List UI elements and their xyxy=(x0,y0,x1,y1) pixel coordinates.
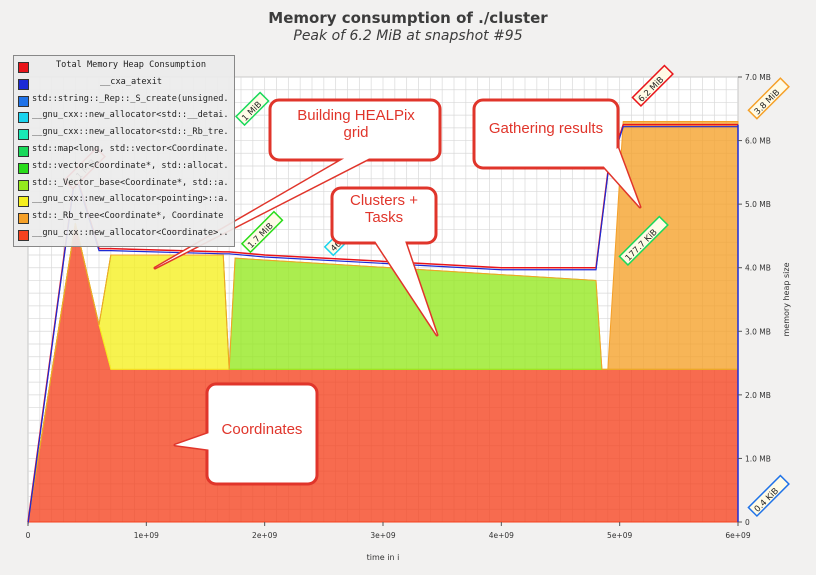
callout-pointer-fill xyxy=(598,148,640,207)
point-label-box xyxy=(747,77,790,120)
legend-swatch xyxy=(18,162,29,174)
legend-swatch xyxy=(18,196,29,208)
axes: 0 1e+09 2e+09 3e+09 4e+09 5e+09 6e+09 0 1.0 MB 2.… xyxy=(26,73,791,562)
legend-item: __gnu_cxx::new_allocator<std::_Rb_tre... xyxy=(14,126,234,142)
legend-item: __cxa_atexit xyxy=(14,76,234,92)
legend-item: std::vector<Coordinate*, std::allocat... xyxy=(14,160,234,176)
legend-swatch xyxy=(18,230,29,241)
callout: Coordinates xyxy=(173,382,319,486)
y-tick-label: 4.0 MB xyxy=(745,264,771,273)
legend-label: std::vector<Coordinate*, std::allocat... xyxy=(32,160,230,171)
point-label: 1 MiB xyxy=(234,91,270,127)
y-tick-label: 6.0 MB xyxy=(745,137,771,146)
legend-item: __gnu_cxx::new_allocator<Coordinate>... xyxy=(14,227,234,243)
chart-subtitle: Peak of 6.2 MiB at snapshot #95 xyxy=(293,28,523,44)
callout-box xyxy=(472,98,620,170)
legend-label: std::_Rb_tree<Coordinate*, Coordinate ..… xyxy=(32,211,230,222)
point-label-box xyxy=(618,215,669,266)
callout-text: Building HEALPix xyxy=(297,107,415,124)
x-tick-label: 0 xyxy=(26,531,31,540)
y-tick-label: 7.0 MB xyxy=(745,73,771,82)
y-axis-label: memory heap size xyxy=(782,262,791,336)
legend-label: __gnu_cxx::new_allocator<Coordinate>... xyxy=(32,228,230,238)
callout-text: Clusters + xyxy=(350,192,418,209)
callout-text: Tasks xyxy=(365,209,403,226)
legend-label: std::map<long, std::vector<Coordinate... xyxy=(32,144,230,154)
legend-label: __gnu_cxx::new_allocator<pointing>::a... xyxy=(32,194,230,205)
callout: Gathering results xyxy=(472,98,642,209)
point-label-box xyxy=(631,64,674,108)
y-tick-label: 5.0 MB xyxy=(745,200,771,209)
chart-title: Memory consumption of ./cluster xyxy=(268,9,548,27)
legend-item: __gnu_cxx::new_allocator<std::__detai... xyxy=(14,109,234,125)
x-tick-label: 6e+09 xyxy=(725,531,750,540)
legend-item: std::string::_Rep::_S_create(unsigned... xyxy=(14,93,234,109)
legend-label: std::string::_Rep::_S_create(unsigned... xyxy=(32,93,230,104)
legend-swatch xyxy=(18,179,29,191)
legend-swatch xyxy=(18,78,29,90)
callout-pointer-fill xyxy=(175,432,212,450)
y-tick-label: 1.0 MB xyxy=(745,454,771,463)
y-tick-label: 2.0 MB xyxy=(745,391,771,400)
callout-text: Coordinates xyxy=(222,421,303,438)
point-label-box xyxy=(234,91,270,127)
callout: Clusters +Tasks xyxy=(330,186,439,337)
x-tick-label: 3e+09 xyxy=(370,531,395,540)
callout-text: Gathering results xyxy=(489,120,603,137)
legend-swatch xyxy=(18,62,29,73)
legend-item: __gnu_cxx::new_allocator<pointing>::a... xyxy=(14,193,234,209)
cxa-atexit-line xyxy=(27,126,738,525)
legend-swatch xyxy=(18,146,29,157)
x-tick-label: 1e+09 xyxy=(134,531,159,540)
point-label: 3.8 MiB xyxy=(747,77,790,120)
legend-swatch xyxy=(18,213,29,225)
point-label: 0.4 KiB xyxy=(747,474,790,518)
legend-label: __gnu_cxx::new_allocator<std::_Rb_tre... xyxy=(32,127,230,138)
legend-swatch xyxy=(18,95,29,107)
legend-item: std::_Rb_tree<Coordinate*, Coordinate ..… xyxy=(14,210,234,226)
y-tick-label: 3.0 MB xyxy=(745,327,771,336)
point-label-box xyxy=(240,210,284,254)
legend-item: std::_Vector_base<Coordinate*, std::a... xyxy=(14,177,234,193)
x-axis-label: time in i xyxy=(367,553,400,562)
legend-label: Total Memory Heap Consumption xyxy=(55,60,207,70)
legend-label: __cxa_atexit xyxy=(99,76,163,87)
legend-label: std::_Vector_base<Coordinate*, std::a... xyxy=(32,177,230,188)
x-tick-label: 2e+09 xyxy=(252,531,277,540)
callout-pointer-fill xyxy=(375,241,437,335)
chart-legend: Total Memory Heap Consumption __cxa_atexi… xyxy=(13,55,235,247)
y-tick-label: 0 xyxy=(745,518,750,527)
x-tick-label: 4e+09 xyxy=(489,531,514,540)
point-label-box xyxy=(747,474,790,518)
legend-label: __gnu_cxx::new_allocator<std::__detai... xyxy=(32,110,230,121)
legend-swatch xyxy=(18,129,29,141)
legend-swatch xyxy=(18,112,29,124)
legend-item: std::map<long, std::vector<Coordinate... xyxy=(14,143,234,159)
legend-item: Total Memory Heap Consumption xyxy=(14,59,234,75)
callout-text: grid xyxy=(343,124,368,141)
x-tick-label: 5e+09 xyxy=(607,531,632,540)
